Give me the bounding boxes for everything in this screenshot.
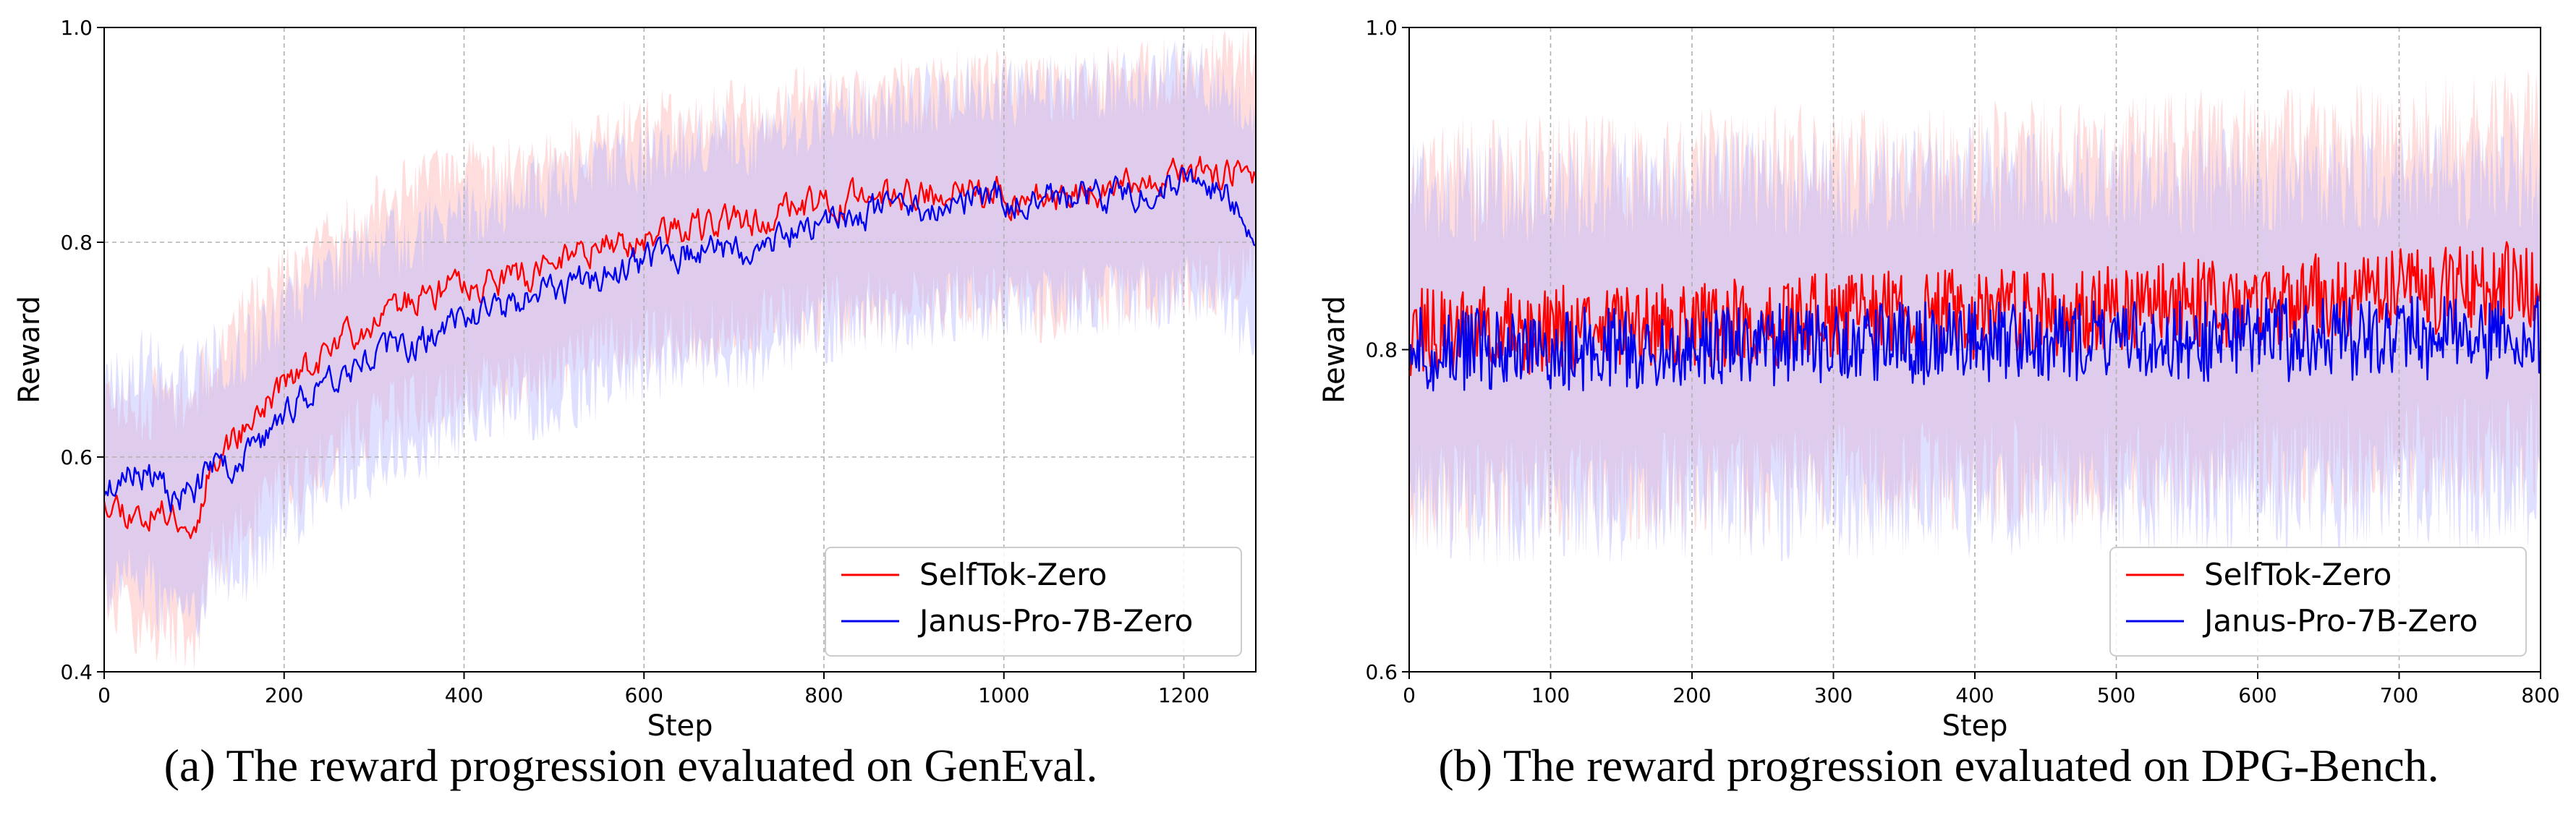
x-tick-label: 1200 [1158,683,1210,707]
y-tick-label: 0.6 [60,445,93,469]
y-tick-label: 0.4 [60,660,93,684]
legend: SelfTok-Zero Janus-Pro-7B-Zero [2109,547,2527,657]
x-tick-label: 0 [98,683,111,707]
x-tick-label: 800 [804,683,843,707]
x-tick-label: 0 [1403,683,1416,707]
caption: (a) The reward progression evaluated on … [164,740,1098,791]
x-tick-label: 400 [1955,683,1994,707]
x-axis-label: Step [1942,709,2007,743]
series-line-janus [1408,295,2542,392]
x-tick-label: 1000 [978,683,1029,707]
plot-frame [103,27,1257,673]
x-tick-label: 200 [1672,683,1711,707]
legend-box [825,547,1242,657]
y-tick-label: 0.8 [1365,338,1398,362]
panel-b-dpg-bench: 0 100 200 300 400 500 600 700 800 0.6 0.8 1.0 Step… [1318,16,2560,791]
y-axis-label: Reward [13,296,46,404]
x-tick-label: 100 [1531,683,1570,707]
x-tick-label: 600 [2238,683,2277,707]
x-tick-label: 400 [445,683,483,707]
legend-label-janus: Janus-Pro-7B-Zero [2202,603,2478,639]
legend-label-selftok: SelfTok-Zero [919,557,1107,592]
legend-label-selftok: SelfTok-Zero [2204,557,2392,592]
legend-box [2109,547,2527,657]
y-tick-label: 0.8 [60,231,93,255]
y-tick-label: 1.0 [1365,16,1398,40]
legend: SelfTok-Zero Janus-Pro-7B-Zero [825,547,1242,657]
y-axis-label: Reward [1318,296,1351,404]
x-tick-label: 500 [2097,683,2135,707]
legend-label-janus: Janus-Pro-7B-Zero [917,603,1193,639]
caption: (b) The reward progression evaluated on … [1438,740,2439,791]
panel-a-geneval: 0 200 400 600 800 1000 1200 0.40.60.81.0 Step … [13,16,1257,791]
y-tick-label: 0.6 [1365,660,1398,684]
x-axis-label: Step [647,709,713,743]
x-tick-label: 800 [2521,683,2559,707]
x-tick-label: 600 [625,683,663,707]
x-tick-label: 200 [265,683,303,707]
y-tick-label: 1.0 [60,16,93,40]
x-tick-label: 300 [1814,683,1853,707]
series-line-janus [103,166,1257,513]
x-tick-label: 700 [2380,683,2418,707]
